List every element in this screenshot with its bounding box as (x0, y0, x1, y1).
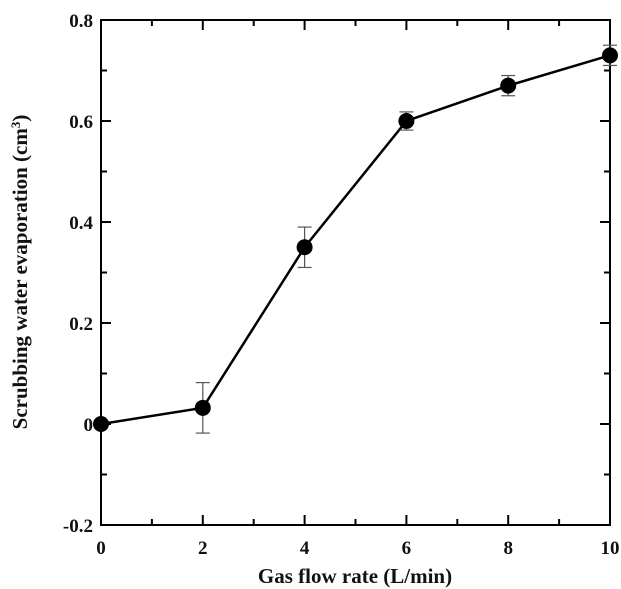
x-tick-label: 6 (402, 538, 412, 559)
y-tick-label: 0 (84, 415, 94, 436)
ticks (100, 19, 611, 526)
data-point (398, 113, 415, 129)
y-axis-label: Scrubbing water evaporation (cm3) (8, 115, 33, 430)
x-tick-label: 2 (198, 538, 208, 559)
x-tick-label: 8 (503, 538, 513, 559)
x-tick-label: 4 (300, 538, 310, 559)
y-tick-label: 0.8 (69, 11, 93, 32)
data-point (296, 239, 313, 256)
y-axis-label-superscript: 3 (8, 121, 23, 128)
y-axis-label-prefix: Scrubbing water evaporation (cm (8, 128, 32, 430)
tick-labels: 0 2 4 6 8 10-0.200.20.40.60.8 (63, 11, 620, 559)
plot-frame (100, 19, 611, 526)
data-point (602, 47, 618, 64)
y-tick-label: -0.2 (63, 516, 93, 537)
y-tick-label: 0.2 (69, 314, 93, 335)
x-tick-label: 10 (601, 538, 620, 559)
data-point (93, 416, 109, 432)
series-line (100, 54, 611, 426)
data-point (500, 77, 517, 94)
y-axis-label-suffix: ) (8, 115, 32, 122)
x-tick-label: 0 (96, 538, 106, 559)
series-layer (93, 44, 618, 434)
x-axis-label: Gas flow rate (L/min) (258, 564, 452, 588)
data-point (194, 399, 211, 416)
y-tick-label: 0.4 (69, 213, 93, 234)
y-tick-label: 0.6 (69, 112, 93, 133)
